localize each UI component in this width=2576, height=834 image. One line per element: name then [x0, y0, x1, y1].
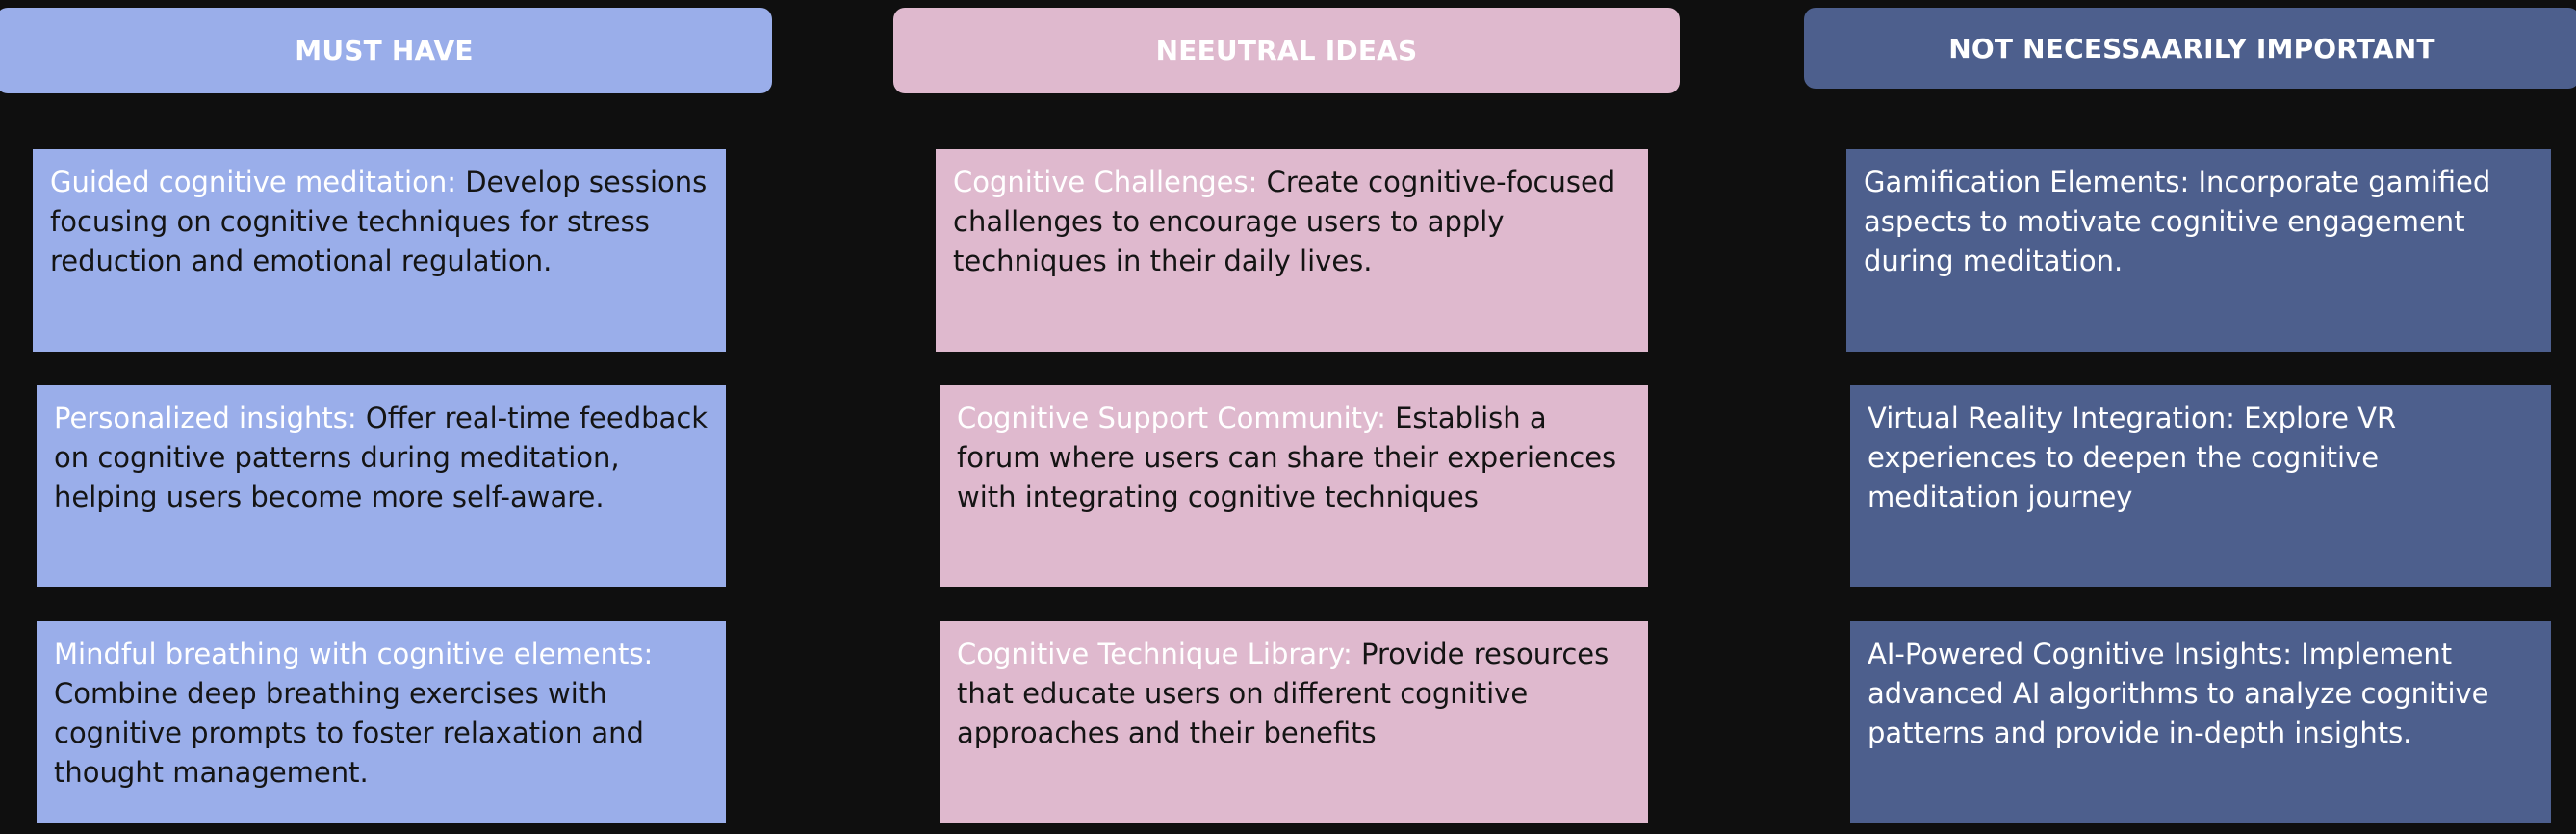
idea-card-title: Cognitive Challenges:	[953, 166, 1267, 198]
idea-card-text: Provide resources that educate users on …	[957, 638, 1610, 749]
idea-card-title: Cognitive Support Community:	[957, 402, 1396, 434]
idea-card-text: Develop sessions focusing on cognitive t…	[50, 166, 708, 277]
idea-card-text: Combine deep breathing exercises with co…	[54, 677, 644, 789]
idea-card-title: Personalized insights:	[54, 402, 366, 434]
column-header-not-important: NOT NECESSAARILY IMPORTANT	[1804, 8, 2576, 89]
idea-card: Guided cognitive meditation: Develop ses…	[33, 149, 726, 352]
idea-card-text: Create cognitive-focused challenges to e…	[953, 166, 1616, 277]
column-header-label: NEEUTRAL IDEAS	[1155, 35, 1418, 66]
column-header-label: NOT NECESSAARILY IMPORTANT	[1948, 32, 2435, 65]
idea-card: Cognitive Challenges: Create cognitive-f…	[936, 149, 1648, 352]
idea-card: AI-Powered Cognitive Insights: Implement…	[1850, 621, 2551, 823]
idea-card-title: Guided cognitive meditation:	[50, 166, 466, 198]
idea-card-text: Establish a forum where users can share …	[957, 402, 1617, 513]
column-header-must-have: MUST HAVE	[0, 8, 772, 93]
idea-card: Gamification Elements: Incorporate gamif…	[1846, 149, 2551, 352]
idea-card: Mindful breathing with cognitive element…	[37, 621, 726, 823]
idea-card-text: Offer real-time feedback on cognitive pa…	[54, 402, 708, 513]
column-header-label: MUST HAVE	[295, 35, 474, 66]
idea-card: Cognitive Support Community: Establish a…	[940, 385, 1648, 587]
idea-card-text: Gamification Elements: Incorporate gamif…	[1864, 166, 2491, 277]
idea-card: Virtual Reality Integration: Explore VR …	[1850, 385, 2551, 587]
idea-card: Personalized insights: Offer real-time f…	[37, 385, 726, 587]
idea-card-text: Virtual Reality Integration: Explore VR …	[1868, 402, 2397, 513]
idea-card-title: Cognitive Technique Library:	[957, 638, 1362, 670]
column-header-neutral-ideas: NEEUTRAL IDEAS	[893, 8, 1680, 93]
idea-card: Cognitive Technique Library: Provide res…	[940, 621, 1648, 823]
idea-card-title: Mindful breathing with cognitive element…	[54, 638, 654, 670]
idea-card-text: AI-Powered Cognitive Insights: Implement…	[1868, 638, 2489, 749]
